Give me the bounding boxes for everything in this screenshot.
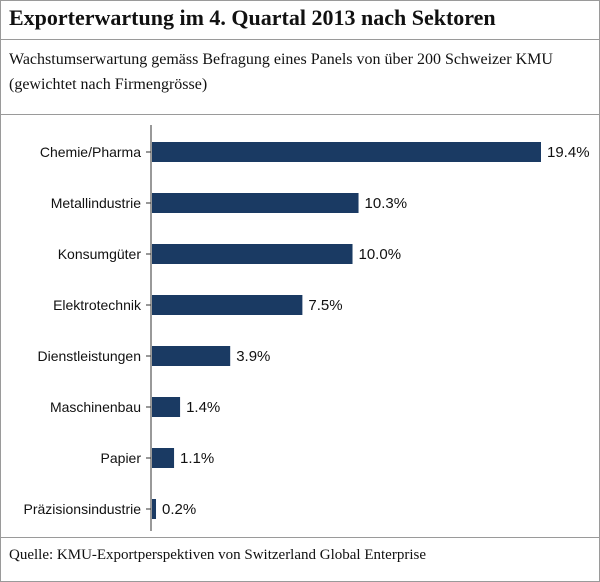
bar [152,346,231,366]
bar [152,244,353,264]
category-label: Dienstleistungen [37,348,141,364]
value-label: 10.3% [365,195,408,212]
chart-title: Exporterwartung im 4. Quartal 2013 nach … [9,5,496,30]
category-label: Papier [101,450,142,466]
bar [152,448,175,468]
source-divider [1,537,599,538]
value-label: 3.9% [236,348,270,365]
chart-subtitle: Wachstumserwartung gemäss Befragung eine… [9,51,553,93]
value-label: 0.2% [162,501,196,518]
category-label: Präzisionsindustrie [24,501,142,517]
category-label: Elektrotechnik [53,297,142,313]
value-label: 19.4% [547,144,590,161]
category-label: Konsumgüter [58,246,142,262]
bar [152,397,181,417]
bar [152,295,303,315]
value-label: 1.1% [180,450,214,467]
bar [152,142,541,162]
subtitle-divider [1,114,599,115]
source-note: Quelle: KMU-Exportperspektiven von Switz… [9,547,426,563]
value-label: 1.4% [186,399,220,416]
bar-chart: Chemie/Pharma 19.4% Metallindustrie 10.3% Ko… [24,125,590,531]
bar [152,193,359,213]
value-label: 7.5% [308,297,342,314]
category-label: Metallindustrie [51,195,141,211]
value-label: 10.0% [359,246,402,263]
title-divider [1,39,599,40]
category-label: Maschinenbau [50,399,141,415]
bar [152,499,157,519]
category-label: Chemie/Pharma [40,144,141,160]
